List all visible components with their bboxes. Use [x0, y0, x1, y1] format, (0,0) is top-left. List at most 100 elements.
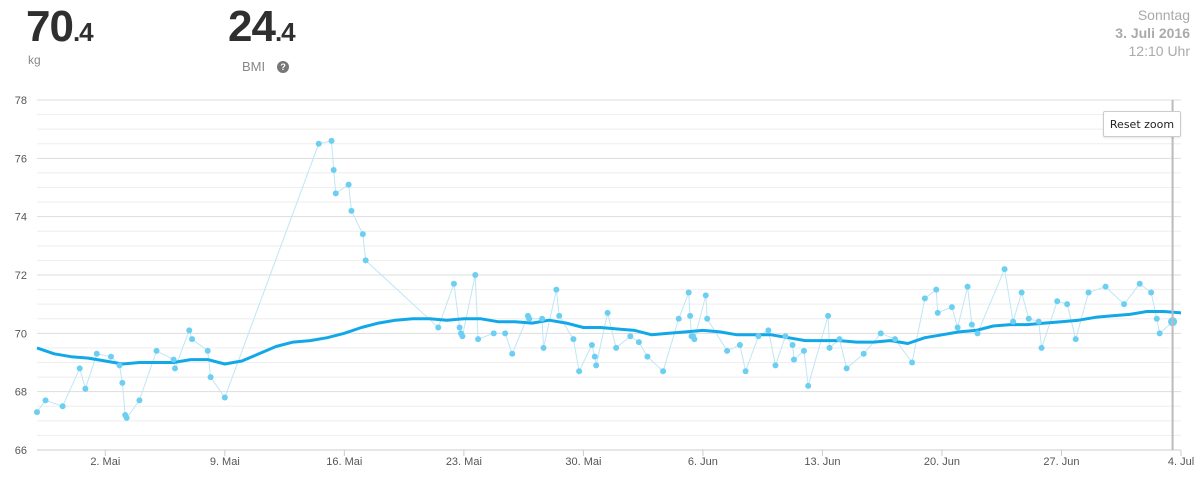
data-point: [604, 309, 611, 316]
data-point: [800, 347, 807, 354]
bmi-value: 24.4: [228, 0, 296, 59]
data-point: [755, 333, 762, 340]
data-point: [502, 330, 509, 337]
data-point: [1035, 318, 1042, 325]
data-point: [948, 304, 955, 311]
data-point: [974, 330, 981, 337]
measurement-line: [36, 140, 1173, 419]
data-point: [553, 286, 560, 293]
data-point: [570, 336, 577, 343]
data-point: [221, 394, 228, 401]
data-point: [456, 324, 463, 331]
x-tick-label: 9. Mai: [210, 456, 240, 468]
bmi-decimal: .4: [274, 17, 296, 47]
data-point: [691, 336, 698, 343]
x-tick-label: 16. Mai: [326, 456, 362, 468]
data-point: [1072, 336, 1079, 343]
bmi-label: BMI: [242, 59, 266, 74]
data-point: [362, 257, 369, 264]
data-point: [1156, 330, 1163, 337]
data-point: [1064, 301, 1071, 308]
bmi-label-row: BMI ?: [242, 59, 295, 74]
data-point: [687, 312, 694, 319]
data-point: [123, 414, 130, 421]
data-point: [704, 315, 711, 322]
data-point: [765, 327, 772, 334]
data-point: [459, 333, 466, 340]
data-point: [539, 315, 546, 322]
data-point: [1018, 289, 1025, 296]
trend-polyline: [36, 310, 1182, 366]
data-point: [76, 365, 83, 372]
x-tick-label: 4. Jul: [1168, 456, 1194, 468]
data-point: [685, 289, 692, 296]
data-point: [789, 342, 796, 348]
data-point: [825, 312, 832, 319]
data-point: [172, 365, 179, 372]
reset-zoom-button[interactable]: Reset zoom: [1103, 111, 1181, 137]
data-point: [790, 356, 797, 363]
weight-stat: 70.4 kg: [26, 0, 94, 67]
data-point: [509, 350, 516, 357]
data-point: [34, 409, 40, 416]
data-point: [1121, 301, 1128, 308]
data-point: [204, 347, 211, 354]
data-point: [119, 379, 126, 386]
bmi-stat: 24.4 BMI ?: [228, 0, 296, 74]
data-point: [782, 333, 789, 340]
data-point: [660, 368, 667, 375]
data-point: [627, 333, 634, 340]
data-point: [635, 339, 642, 346]
trend-line: [36, 310, 1182, 366]
data-point: [588, 342, 595, 348]
y-tick-label: 70: [15, 328, 27, 340]
weight-unit: kg: [28, 53, 41, 67]
data-point: [613, 344, 620, 351]
data-point: [1001, 266, 1008, 273]
y-tick-label: 68: [15, 387, 27, 399]
data-point: [805, 382, 812, 389]
data-point: [877, 330, 884, 337]
x-tick-label: 20. Jun: [924, 456, 960, 468]
data-point: [1038, 344, 1045, 351]
data-point: [968, 321, 975, 328]
data-point: [702, 292, 709, 299]
data-point: [954, 324, 961, 331]
data-point: [591, 353, 598, 360]
data-point: [1025, 315, 1032, 322]
data-point: [1153, 315, 1160, 322]
data-point: [644, 353, 651, 360]
date-weekday: Sonntag: [1137, 7, 1190, 23]
measurement-points: [34, 137, 1178, 421]
data-point: [1054, 298, 1061, 305]
x-tick-label: 23. Mai: [446, 456, 482, 468]
data-point: [964, 283, 971, 290]
data-point: [170, 356, 177, 363]
x-tick-label: 6. Jun: [688, 456, 718, 468]
y-tick-label: 74: [15, 212, 27, 224]
data-point: [207, 374, 214, 381]
data-point: [107, 353, 114, 360]
data-point: [843, 365, 850, 372]
data-point: [736, 342, 743, 348]
data-point: [359, 231, 366, 238]
data-point: [909, 359, 916, 366]
weight-integer: 70: [26, 2, 74, 51]
data-point: [540, 344, 547, 351]
data-point: [315, 140, 322, 147]
data-point: [435, 324, 442, 331]
data-point: [345, 181, 352, 188]
y-tick-label: 76: [15, 153, 27, 165]
data-point: [836, 336, 843, 343]
x-tick-label: 13. Jun: [804, 456, 840, 468]
help-icon[interactable]: ?: [277, 60, 290, 73]
data-point: [892, 336, 898, 343]
data-point: [1136, 280, 1143, 287]
data-point: [348, 207, 355, 214]
data-point: [1085, 289, 1092, 296]
date-display: Sonntag 3. Juli 2016 12:10 Uhr: [1115, 6, 1190, 60]
measurement-polyline: [36, 140, 1173, 419]
x-tick-label: 2. Mai: [90, 456, 120, 468]
data-point: [1010, 318, 1017, 325]
